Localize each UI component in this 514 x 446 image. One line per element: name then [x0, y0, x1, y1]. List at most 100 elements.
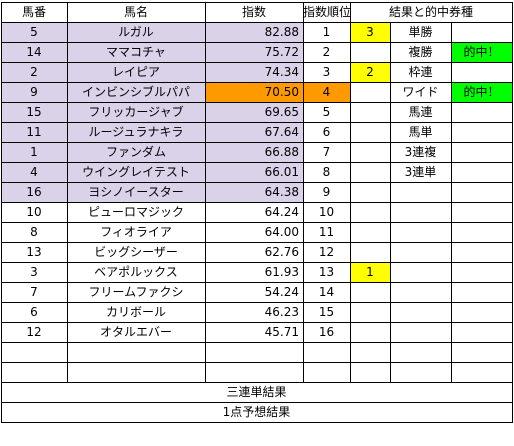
cell-index-rank[interactable]: 10 [318, 205, 335, 219]
cell-index[interactable]: 66.01 [205, 162, 303, 182]
cell-bet-type[interactable]: 馬連 [408, 105, 433, 119]
cell-horse-number[interactable] [1, 342, 67, 362]
cell-index-rank[interactable]: 1 [322, 25, 331, 39]
cell-result-position[interactable] [350, 242, 390, 262]
cell-horse-name[interactable]: ヨシノイースター [67, 182, 205, 202]
cell-bet-type[interactable]: 3連単 [404, 165, 437, 179]
cell-hit[interactable] [451, 142, 512, 162]
cell-horse-number[interactable]: 16 [1, 182, 67, 202]
cell-horse-name[interactable]: レイピア [67, 62, 205, 82]
cell-horse-name[interactable]: ファンダム [67, 142, 205, 162]
cell-result-position[interactable]: 2 [350, 62, 390, 82]
cell-index-rank[interactable]: 11 [318, 225, 335, 239]
cell-horse-name[interactable]: ビッグシーザー [94, 245, 178, 259]
cell-bet-type[interactable] [390, 262, 451, 282]
cell-result-position[interactable] [350, 282, 390, 302]
header-number[interactable]: 馬番 [21, 5, 46, 19]
cell-bet-type[interactable] [390, 362, 451, 382]
cell-horse-number[interactable]: 3 [30, 265, 38, 279]
cell-index-rank[interactable]: 2 [322, 45, 331, 59]
cell-horse-name[interactable]: カリボール [105, 305, 166, 319]
cell-horse-name[interactable] [67, 362, 205, 382]
cell-index[interactable]: 82.88 [205, 22, 303, 42]
cell-result-position[interactable] [350, 42, 390, 62]
cell-index-rank[interactable]: 12 [318, 245, 335, 259]
cell-index[interactable] [205, 342, 303, 362]
cell-hit[interactable] [451, 322, 512, 342]
cell-index[interactable]: 70.50 [205, 82, 303, 102]
cell-index-rank[interactable]: 6 [322, 125, 331, 139]
cell-horse-number[interactable]: 12 [26, 325, 42, 339]
cell-hit[interactable] [451, 282, 512, 302]
cell-index[interactable]: 46.23 [264, 305, 299, 319]
header-result[interactable]: 結果と的中券種 [388, 5, 473, 19]
cell-hit[interactable] [451, 342, 512, 362]
cell-result-position[interactable] [350, 222, 390, 242]
cell-horse-name[interactable]: ベアポルックス [94, 265, 178, 279]
cell-result-position[interactable] [350, 82, 390, 102]
cell-hit[interactable] [451, 302, 512, 322]
cell-bet-type[interactable]: 3連複 [404, 145, 437, 159]
cell-horse-name[interactable]: ママコチャ [67, 42, 205, 62]
cell-result-position[interactable] [350, 202, 390, 222]
cell-hit[interactable] [451, 362, 512, 382]
cell-bet-type[interactable] [390, 342, 451, 362]
cell-horse-number[interactable]: 6 [30, 305, 38, 319]
cell-index[interactable]: 64.38 [205, 182, 303, 202]
cell-horse-number[interactable]: 8 [30, 225, 38, 239]
cell-horse-name[interactable]: ウイングレイテスト [67, 162, 205, 182]
cell-index[interactable]: 75.72 [205, 42, 303, 62]
footer-single-prediction-result[interactable]: 1点予想結果 [222, 405, 291, 419]
cell-horse-number[interactable]: 5 [1, 22, 67, 42]
cell-horse-number[interactable]: 2 [1, 62, 67, 82]
cell-index-rank[interactable]: 14 [318, 285, 335, 299]
cell-horse-number[interactable]: 7 [30, 285, 38, 299]
cell-horse-name[interactable]: ピューロマジック [87, 205, 184, 219]
cell-result-position[interactable] [350, 102, 390, 122]
cell-index-rank[interactable] [303, 362, 350, 382]
cell-bet-type[interactable] [390, 182, 451, 202]
header-name[interactable]: 馬名 [123, 5, 148, 19]
cell-hit[interactable]: 的中！ [451, 42, 512, 62]
cell-result-position[interactable] [350, 122, 390, 142]
cell-horse-number[interactable] [1, 362, 67, 382]
cell-horse-name[interactable]: ルージュラナキラ [67, 122, 205, 142]
cell-index-rank[interactable]: 9 [322, 185, 331, 199]
cell-horse-number[interactable]: 1 [1, 142, 67, 162]
cell-index-rank[interactable]: 7 [322, 145, 331, 159]
cell-horse-name[interactable]: フリッカージャブ [67, 102, 205, 122]
cell-index-rank[interactable]: 15 [318, 305, 335, 319]
cell-index[interactable] [205, 362, 303, 382]
cell-horse-number[interactable]: 15 [1, 102, 67, 122]
cell-hit[interactable] [451, 242, 512, 262]
cell-horse-name[interactable] [67, 342, 205, 362]
cell-horse-name[interactable]: ルガル [67, 22, 205, 42]
cell-index-rank[interactable]: 4 [303, 82, 350, 102]
cell-bet-type[interactable] [390, 222, 451, 242]
header-rank[interactable]: 指数順位 [303, 5, 350, 19]
header-index[interactable]: 指数 [241, 5, 266, 19]
cell-horse-name[interactable]: インビンシブルパパ [67, 82, 205, 102]
cell-index[interactable]: 74.34 [205, 62, 303, 82]
cell-horse-name[interactable]: フリームファクシ [88, 285, 184, 299]
cell-result-position[interactable] [350, 362, 390, 382]
cell-index[interactable]: 54.24 [264, 285, 299, 299]
cell-hit[interactable] [451, 162, 512, 182]
cell-index[interactable]: 69.65 [205, 102, 303, 122]
cell-index[interactable]: 61.93 [264, 265, 299, 279]
cell-bet-type[interactable]: 単勝 [408, 25, 433, 39]
cell-hit[interactable] [451, 202, 512, 222]
cell-hit[interactable] [451, 262, 512, 282]
cell-bet-type[interactable]: 馬単 [408, 125, 433, 139]
cell-bet-type[interactable] [390, 282, 451, 302]
cell-index[interactable]: 62.76 [264, 245, 299, 259]
footer-trifecta-result[interactable]: 三連単結果 [226, 385, 287, 399]
cell-result-position[interactable] [350, 142, 390, 162]
cell-result-position[interactable] [350, 322, 390, 342]
cell-horse-number[interactable]: 11 [1, 122, 67, 142]
cell-bet-type[interactable] [390, 202, 451, 222]
cell-index[interactable]: 64.00 [264, 225, 299, 239]
cell-hit[interactable] [451, 222, 512, 242]
cell-horse-number[interactable]: 13 [26, 245, 42, 259]
cell-horse-name[interactable]: オタルエバー [99, 325, 172, 339]
